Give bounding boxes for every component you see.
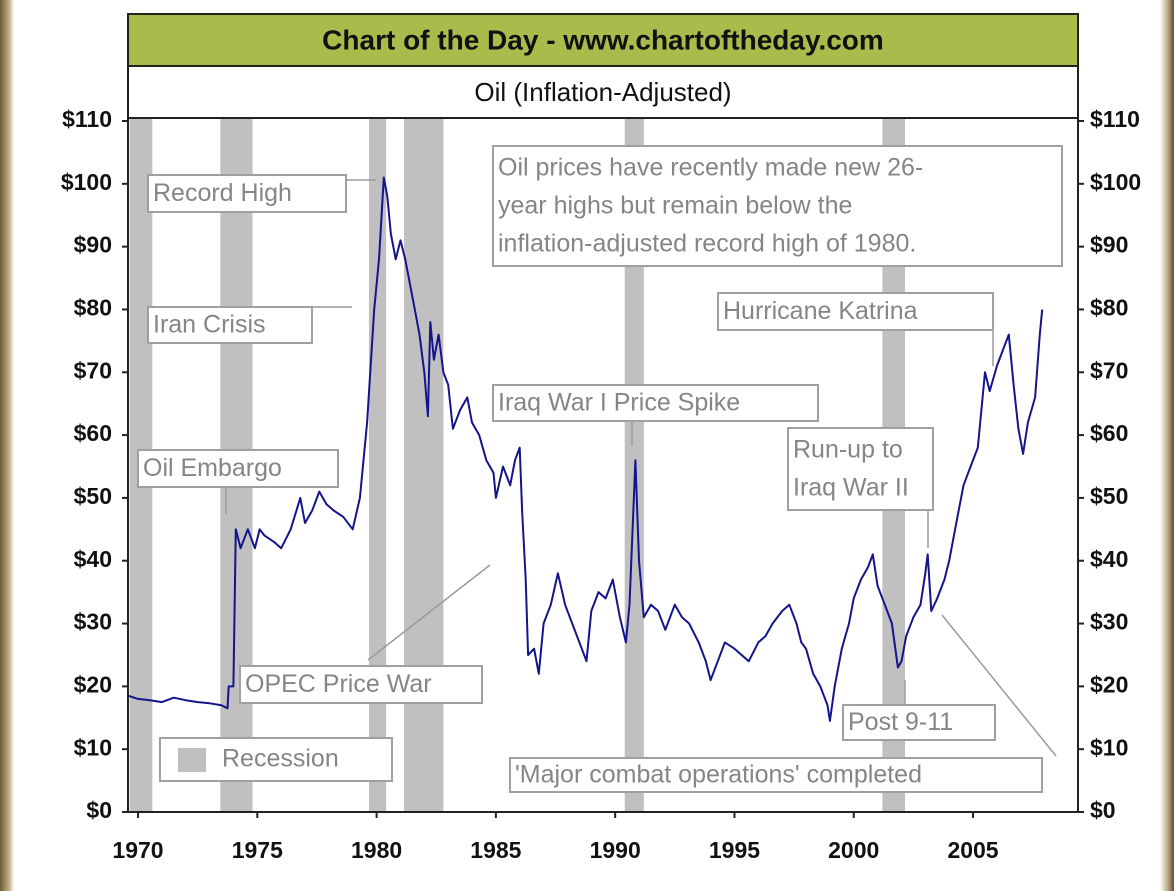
y2-tick-label: $50 bbox=[1090, 483, 1128, 509]
x-tick-label: 1985 bbox=[470, 837, 521, 863]
annotation-text: year highs but remain below the bbox=[498, 192, 852, 220]
y-tick-label: $70 bbox=[74, 357, 112, 383]
annotation-text: Iraq War I Price Spike bbox=[498, 389, 740, 417]
x-tick-label: 1995 bbox=[709, 837, 760, 863]
annotation-text: Iraq War II bbox=[793, 474, 909, 502]
annotation-text: Oil Embargo bbox=[143, 454, 282, 482]
y2-tick-label: $100 bbox=[1090, 169, 1141, 195]
x-tick-label: 1970 bbox=[112, 837, 163, 863]
y-tick-label: $110 bbox=[62, 106, 112, 132]
y-tick-label: $60 bbox=[74, 420, 112, 446]
y-tick-label: $30 bbox=[74, 609, 112, 635]
recession-band bbox=[369, 119, 386, 811]
y-tick-label: $40 bbox=[74, 546, 112, 572]
y2-tick-label: $10 bbox=[1090, 734, 1128, 760]
y2-tick-label: $20 bbox=[1090, 671, 1128, 697]
y2-tick-label: $40 bbox=[1090, 546, 1128, 572]
x-tick-label: 1980 bbox=[351, 837, 402, 863]
annotation-text: Iran Crisis bbox=[153, 311, 266, 339]
y2-tick-label: $30 bbox=[1090, 609, 1128, 635]
x-tick-label: 2005 bbox=[947, 837, 998, 863]
y-tick-label: $0 bbox=[86, 797, 112, 823]
y-tick-label: $90 bbox=[74, 232, 112, 258]
y-tick-label: $20 bbox=[74, 671, 112, 697]
y2-tick-label: $60 bbox=[1090, 420, 1128, 446]
chart: Chart of the Day - www.chartoftheday.com… bbox=[0, 0, 1174, 886]
annotation-text: OPEC Price War bbox=[245, 670, 432, 698]
y2-tick-label: $70 bbox=[1090, 357, 1128, 383]
y-tick-label: $50 bbox=[74, 483, 112, 509]
x-tick-label: 2000 bbox=[828, 837, 879, 863]
x-tick-label: 1990 bbox=[590, 837, 641, 863]
annotation-text: Hurricane Katrina bbox=[723, 297, 918, 325]
y2-tick-label: $0 bbox=[1090, 797, 1116, 823]
y2-tick-label: $110 bbox=[1090, 106, 1140, 132]
annotation-text: 'Major combat operations' completed bbox=[515, 761, 922, 789]
y-tick-label: $100 bbox=[61, 169, 112, 195]
annotation-text: Post 9-11 bbox=[848, 708, 953, 736]
x-tick-label: 1975 bbox=[232, 837, 283, 863]
annotation-text: inflation-adjusted record high of 1980. bbox=[498, 230, 916, 258]
chart-subtitle: Oil (Inflation-Adjusted) bbox=[474, 77, 731, 107]
legend-label: Recession bbox=[222, 745, 339, 773]
y2-tick-label: $80 bbox=[1090, 295, 1128, 321]
annotation-text: Record High bbox=[153, 179, 292, 207]
annotation-text: Run-up to bbox=[793, 436, 903, 464]
y-tick-label: $10 bbox=[74, 734, 112, 760]
legend-swatch bbox=[178, 748, 206, 772]
chart-title: Chart of the Day - www.chartoftheday.com bbox=[322, 24, 884, 55]
y2-tick-label: $90 bbox=[1090, 232, 1128, 258]
recession-band bbox=[404, 119, 443, 811]
annotation-text: Oil prices have recently made new 26- bbox=[498, 154, 923, 182]
y-tick-label: $80 bbox=[74, 295, 112, 321]
